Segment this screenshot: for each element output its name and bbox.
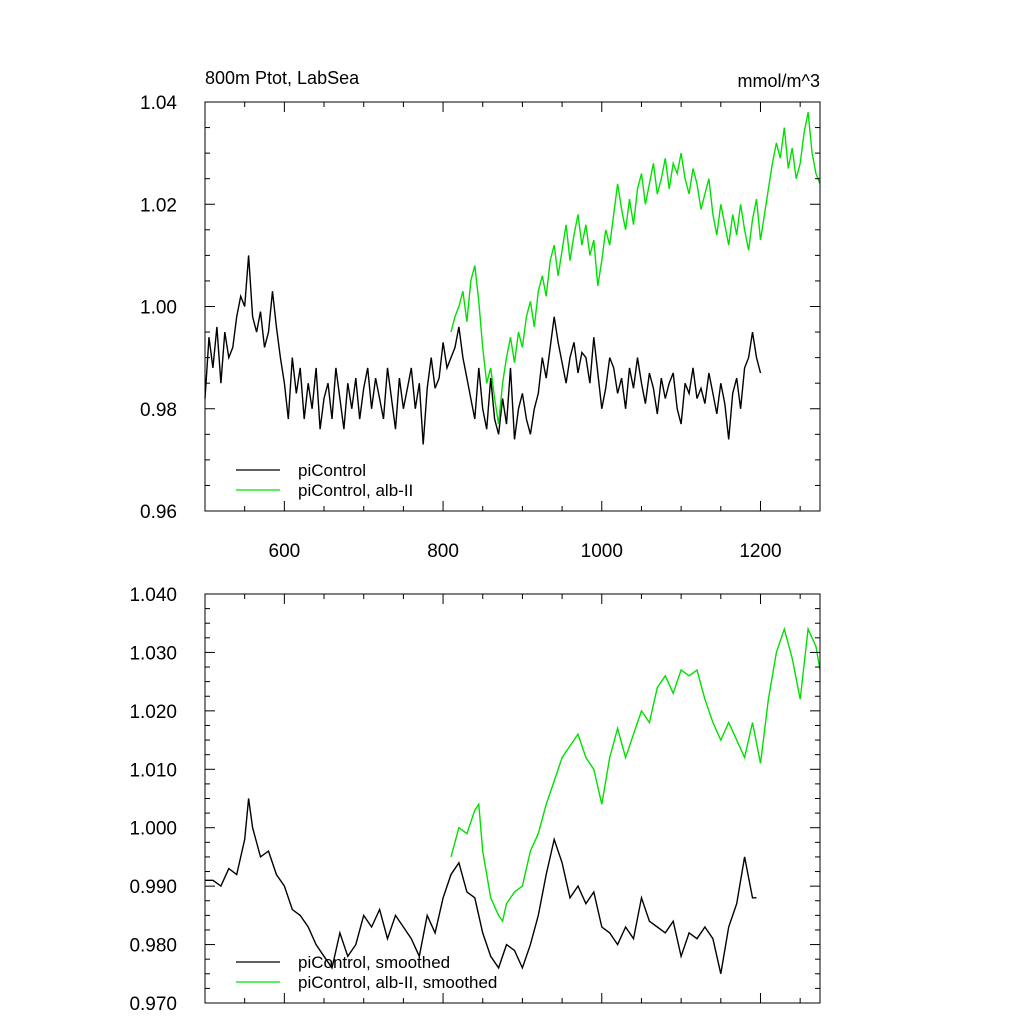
top-chart-title: 800m Ptot, LabSea (205, 68, 360, 88)
legend-label-alb-ii-smoothed: piControl, alb-II, smoothed (298, 973, 497, 992)
bottom-panel: 0.970 0.980 0.990 1.000 1.010 1.020 1.030 1.040… (129, 585, 821, 1015)
y-tick-label: 1.020 (129, 702, 177, 723)
legend-label-alb-ii: piControl, alb-II (298, 481, 413, 500)
y-tick-label: 0.98 (140, 400, 177, 421)
y-tick-label: 0.980 (129, 936, 177, 957)
x-tick-label: 600 (269, 541, 301, 562)
top-plot-frame (204, 101, 821, 512)
y-tick-label: 0.970 (129, 994, 177, 1015)
y-tick-label: 0.990 (129, 877, 177, 898)
top-legend: piControl piControl, alb-II (236, 461, 413, 500)
y-tick-label: 1.000 (129, 819, 177, 840)
series-line-alb-ii-smoothed (450, 626, 821, 923)
top-chart-units: mmol/m^3 (738, 71, 820, 91)
series-line-alb-ii (450, 112, 821, 425)
y-tick-label: 0.96 (140, 502, 177, 523)
x-tick-label: 800 (427, 541, 459, 562)
y-tick-label: 1.040 (129, 585, 177, 606)
bottom-legend: piControl, smoothed piControl, alb-II, s… (236, 953, 497, 992)
series-line-picontrol (204, 255, 762, 445)
series-line-picontrol-smoothed (205, 798, 757, 974)
legend-label-picontrol: piControl (298, 461, 366, 480)
legend-label-picontrol-smoothed: piControl, smoothed (298, 953, 450, 972)
y-tick-label: 1.02 (140, 195, 177, 216)
y-tick-label: 1.04 (140, 93, 177, 114)
y-tick-label: 1.010 (129, 760, 177, 781)
y-tick-label: 1.00 (140, 298, 177, 319)
y-tick-label: 1.030 (129, 643, 177, 664)
top-panel: 600 800 1000 1200 0.96 0.98 1.00 1.02 1.04 800m… (140, 68, 821, 562)
bottom-plot-frame (204, 593, 821, 1004)
x-tick-label: 1200 (739, 541, 781, 562)
x-tick-label: 1000 (581, 541, 623, 562)
